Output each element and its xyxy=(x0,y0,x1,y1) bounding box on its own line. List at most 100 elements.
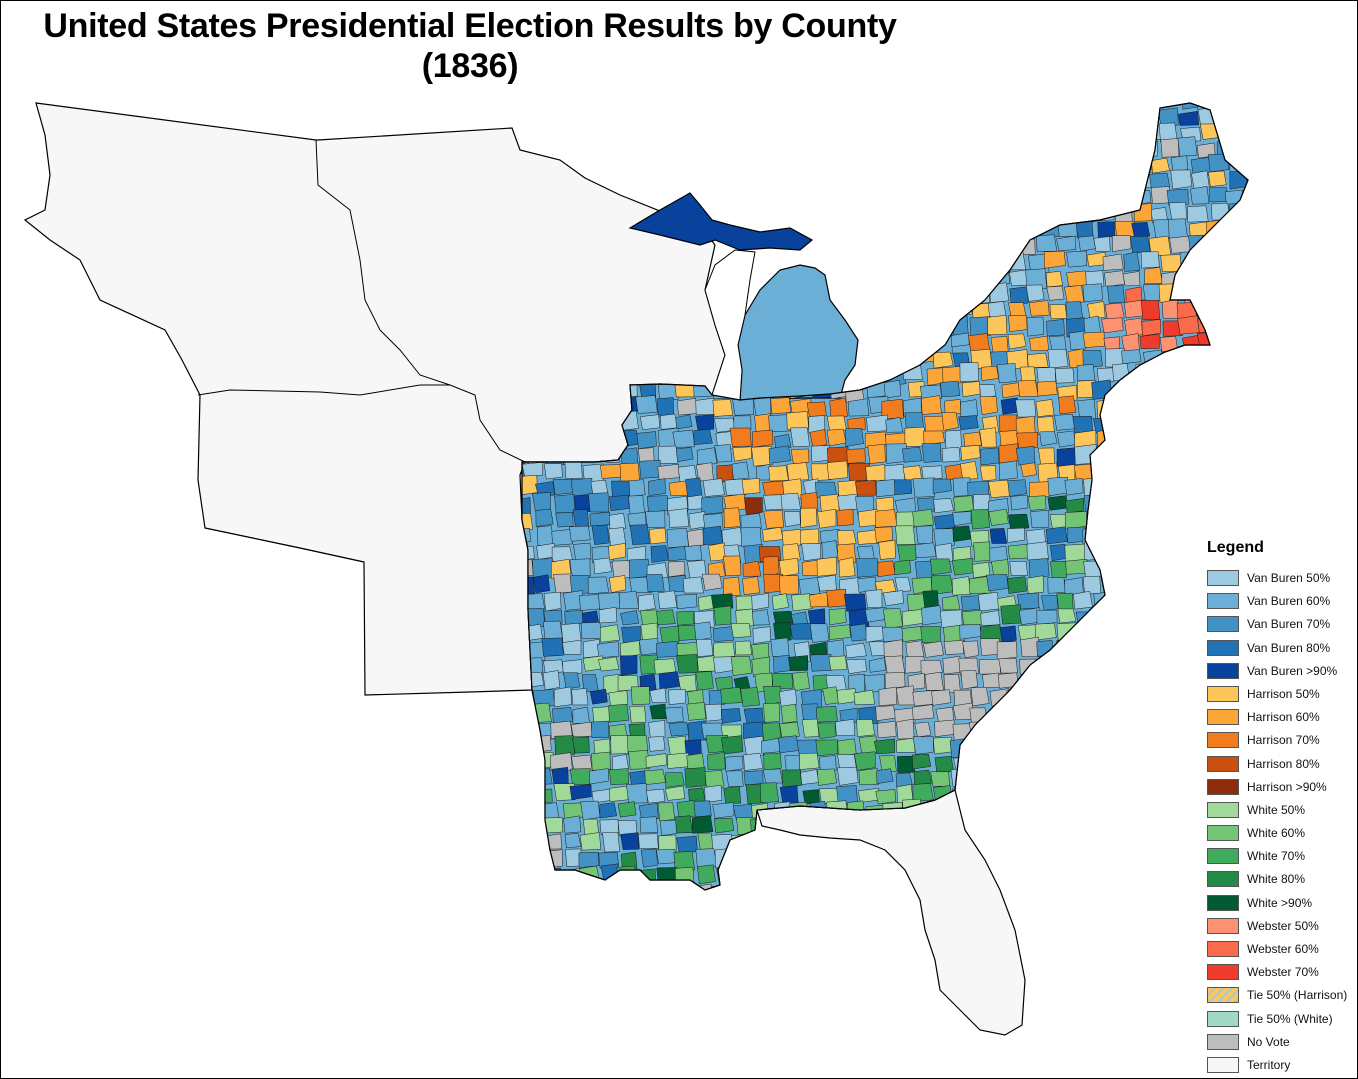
county xyxy=(721,735,744,755)
county xyxy=(735,595,754,611)
county xyxy=(825,172,847,192)
county xyxy=(973,106,992,123)
county xyxy=(1031,103,1048,108)
county xyxy=(786,881,809,890)
county xyxy=(629,705,647,724)
county xyxy=(912,125,931,143)
county xyxy=(626,783,648,804)
county xyxy=(913,140,936,160)
county xyxy=(695,397,716,416)
county xyxy=(639,883,659,890)
county xyxy=(628,479,646,498)
county xyxy=(1187,205,1209,223)
county xyxy=(896,718,915,740)
county xyxy=(825,203,849,220)
county xyxy=(591,720,610,738)
county xyxy=(869,657,886,673)
county xyxy=(1166,189,1189,206)
legend-label: Webster 60% xyxy=(1247,942,1319,956)
county xyxy=(1149,639,1169,656)
county xyxy=(1205,447,1228,464)
county xyxy=(1224,433,1245,450)
county xyxy=(999,836,1021,854)
county xyxy=(1140,481,1159,498)
county xyxy=(998,173,1017,189)
county xyxy=(901,220,923,239)
county xyxy=(598,592,621,610)
county xyxy=(859,330,878,350)
county xyxy=(609,495,630,511)
county xyxy=(1182,736,1201,752)
county xyxy=(1021,156,1039,176)
county xyxy=(578,851,600,868)
county xyxy=(875,122,894,142)
county xyxy=(541,637,564,657)
county xyxy=(988,252,1011,273)
county xyxy=(675,882,696,890)
county xyxy=(1107,285,1125,304)
legend-swatch xyxy=(1207,848,1239,865)
legend-label: White 80% xyxy=(1247,872,1306,887)
county xyxy=(1037,864,1059,885)
county xyxy=(1114,883,1132,890)
legend-item: Tie 50% (Harrison) xyxy=(1200,985,1350,1008)
county xyxy=(522,123,537,140)
legend-label: Van Buren 60% xyxy=(1247,594,1331,609)
county xyxy=(779,721,800,738)
county xyxy=(1154,885,1172,890)
county xyxy=(801,559,820,576)
county xyxy=(1228,400,1248,417)
county xyxy=(1033,185,1056,205)
county xyxy=(1168,218,1188,239)
county xyxy=(912,690,935,707)
county xyxy=(1046,125,1067,143)
county xyxy=(522,798,527,819)
county xyxy=(1000,816,1021,833)
county xyxy=(958,415,979,431)
county xyxy=(952,107,972,124)
county xyxy=(572,706,590,724)
county xyxy=(868,174,887,193)
county xyxy=(616,865,638,886)
county xyxy=(732,804,753,820)
county xyxy=(1182,287,1202,304)
county xyxy=(639,459,661,479)
county xyxy=(1085,141,1108,159)
county xyxy=(751,593,769,611)
county xyxy=(1057,608,1077,624)
county xyxy=(1122,690,1144,706)
county xyxy=(1027,721,1047,742)
county xyxy=(1027,140,1045,157)
county xyxy=(1181,754,1200,774)
county xyxy=(698,189,716,205)
county xyxy=(807,851,830,872)
county xyxy=(773,622,792,643)
county xyxy=(639,609,660,627)
county xyxy=(895,772,913,788)
county xyxy=(808,201,831,221)
county xyxy=(969,123,989,140)
county xyxy=(668,508,690,528)
county xyxy=(897,544,917,563)
county xyxy=(1073,590,1093,610)
county xyxy=(1055,817,1077,837)
county xyxy=(1077,866,1095,887)
county xyxy=(894,559,911,576)
county xyxy=(1082,331,1105,348)
county xyxy=(1065,301,1083,321)
county xyxy=(720,686,743,704)
county xyxy=(1016,238,1036,255)
county xyxy=(838,253,855,272)
county xyxy=(877,721,897,739)
county xyxy=(996,641,1018,660)
county xyxy=(828,608,847,626)
territory-line-2 xyxy=(197,384,450,396)
county xyxy=(1092,641,1112,659)
county xyxy=(916,302,934,319)
county xyxy=(930,771,950,787)
legend-label: Van Buren >90% xyxy=(1247,663,1338,678)
legend-swatch xyxy=(1207,801,1239,818)
county xyxy=(609,785,629,802)
county xyxy=(745,784,764,805)
county xyxy=(522,462,543,478)
